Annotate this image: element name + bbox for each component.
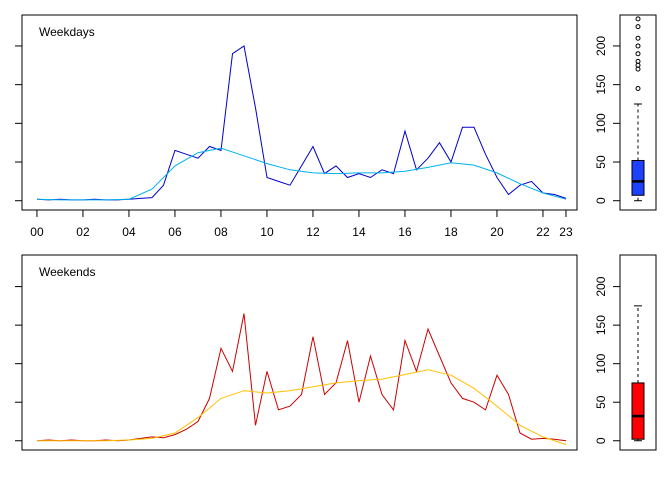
- x-tick-label: 06: [168, 225, 182, 239]
- y-tick-label: 0: [594, 197, 608, 204]
- x-tick-label: 14: [352, 225, 366, 239]
- plot-frame: [21, 14, 578, 211]
- outlier: [635, 58, 641, 64]
- series-line: [36, 313, 567, 442]
- y-tick-label: 200: [594, 276, 608, 296]
- x-tick-label: 20: [490, 225, 504, 239]
- x-tick-label: 02: [76, 225, 90, 239]
- y-tick-label: 50: [594, 155, 608, 169]
- outlier: [635, 35, 641, 41]
- x-tick-label: 23: [559, 225, 573, 239]
- x-tick-label: 12: [306, 225, 320, 239]
- outlier: [635, 24, 641, 30]
- y-tick-label: 150: [594, 74, 608, 94]
- series-line: [37, 369, 567, 446]
- plot-frame: [619, 254, 657, 451]
- x-tick-label: 10: [260, 225, 274, 239]
- outlier: [635, 86, 641, 92]
- box: [631, 382, 645, 440]
- x-tick-label: 18: [444, 225, 458, 239]
- outlier: [635, 16, 641, 22]
- y-tick-label: 100: [594, 113, 608, 133]
- x-tick-label: 08: [214, 225, 228, 239]
- x-tick-label: 04: [122, 225, 136, 239]
- panel-title: Weekends: [39, 265, 95, 279]
- plot-frame: [21, 254, 578, 451]
- outlier: [635, 43, 641, 49]
- y-tick-label: 50: [594, 395, 608, 409]
- series-line: [36, 45, 567, 201]
- plot-frame: [619, 14, 657, 211]
- x-tick-label: 22: [536, 225, 550, 239]
- outlier: [635, 51, 641, 57]
- x-tick-label: 16: [398, 225, 412, 239]
- x-tick-label: 00: [30, 225, 44, 239]
- y-tick-label: 150: [594, 315, 608, 335]
- y-tick-label: 0: [594, 437, 608, 444]
- y-tick-label: 100: [594, 353, 608, 373]
- y-tick-label: 200: [594, 36, 608, 56]
- series-line: [36, 147, 567, 201]
- panel-title: Weekdays: [39, 25, 95, 39]
- box: [631, 159, 645, 196]
